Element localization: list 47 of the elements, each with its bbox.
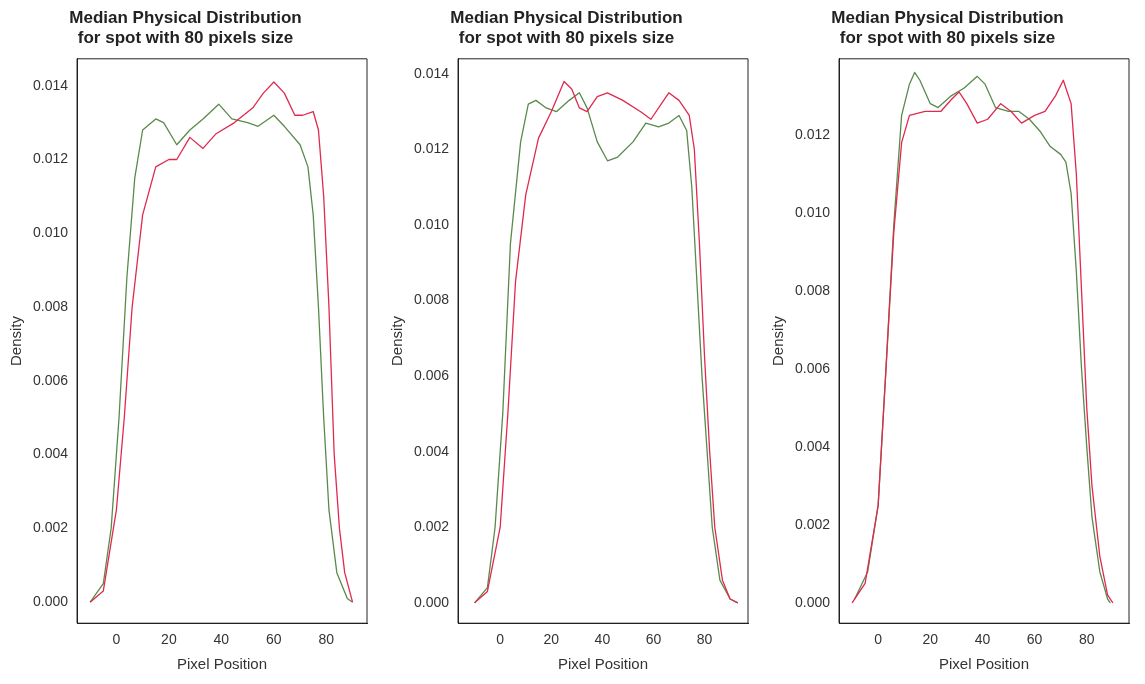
y-tick-label: 0.012 bbox=[794, 125, 831, 142]
y-tick-label: 0.006 bbox=[32, 371, 69, 388]
y-tick-label: 0.008 bbox=[794, 281, 831, 298]
x-tick-label: 80 bbox=[1078, 631, 1095, 648]
y-tick-label: 0.002 bbox=[413, 518, 450, 535]
y-tick-label: 0.012 bbox=[413, 140, 450, 157]
y-axis-title: Density bbox=[769, 315, 787, 367]
x-tick-label: 60 bbox=[645, 631, 662, 648]
x-tick-label: 80 bbox=[318, 631, 335, 648]
y-tick-label: 0.000 bbox=[413, 593, 450, 610]
x-axis-title: Pixel Position bbox=[176, 655, 268, 673]
y-tick-label: 0.002 bbox=[32, 519, 69, 536]
y-tick-label: 0.000 bbox=[794, 593, 831, 610]
y-axis-title: Density bbox=[388, 315, 406, 367]
chart-title: Median Physical Distribution for spot with 80 pixels size bbox=[831, 7, 1064, 48]
y-tick-label: 0.008 bbox=[32, 297, 69, 314]
x-axis-title: Pixel Position bbox=[938, 655, 1030, 673]
y-tick-label: 0.008 bbox=[413, 291, 450, 308]
x-tick-label: 0 bbox=[874, 631, 883, 648]
y-tick-label: 0.012 bbox=[32, 150, 69, 167]
x-tick-label: 40 bbox=[213, 631, 230, 648]
y-tick-label: 0.000 bbox=[32, 593, 69, 610]
x-tick-label: 40 bbox=[594, 631, 611, 648]
y-tick-label: 0.010 bbox=[794, 203, 831, 220]
x-tick-label: 40 bbox=[974, 631, 991, 648]
chart-title: Median Physical Distribution for spot with 80 pixels size bbox=[69, 7, 302, 48]
x-axis-title: Pixel Position bbox=[557, 655, 649, 673]
x-tick-label: 20 bbox=[543, 631, 560, 648]
x-tick-label: 0 bbox=[112, 631, 121, 648]
x-tick-label: 60 bbox=[266, 631, 282, 648]
y-tick-label: 0.006 bbox=[413, 366, 450, 383]
x-tick-label: 80 bbox=[696, 631, 713, 648]
y-tick-label: 0.014 bbox=[413, 64, 450, 81]
y-tick-label: 0.014 bbox=[32, 76, 69, 93]
x-tick-label: 0 bbox=[496, 631, 505, 648]
y-tick-label: 0.004 bbox=[413, 442, 450, 459]
y-axis-title: Density bbox=[7, 315, 25, 367]
y-tick-label: 0.002 bbox=[794, 515, 831, 532]
chart-title: Median Physical Distribution for spot with 80 pixels size bbox=[450, 7, 683, 48]
y-tick-label: 0.004 bbox=[32, 445, 69, 462]
y-tick-label: 0.010 bbox=[32, 224, 69, 241]
y-tick-label: 0.004 bbox=[794, 437, 831, 454]
y-tick-label: 0.006 bbox=[794, 359, 831, 376]
x-tick-label: 60 bbox=[1026, 631, 1043, 648]
x-tick-label: 20 bbox=[922, 631, 939, 648]
y-tick-label: 0.010 bbox=[413, 215, 450, 232]
x-tick-label: 20 bbox=[161, 631, 177, 648]
